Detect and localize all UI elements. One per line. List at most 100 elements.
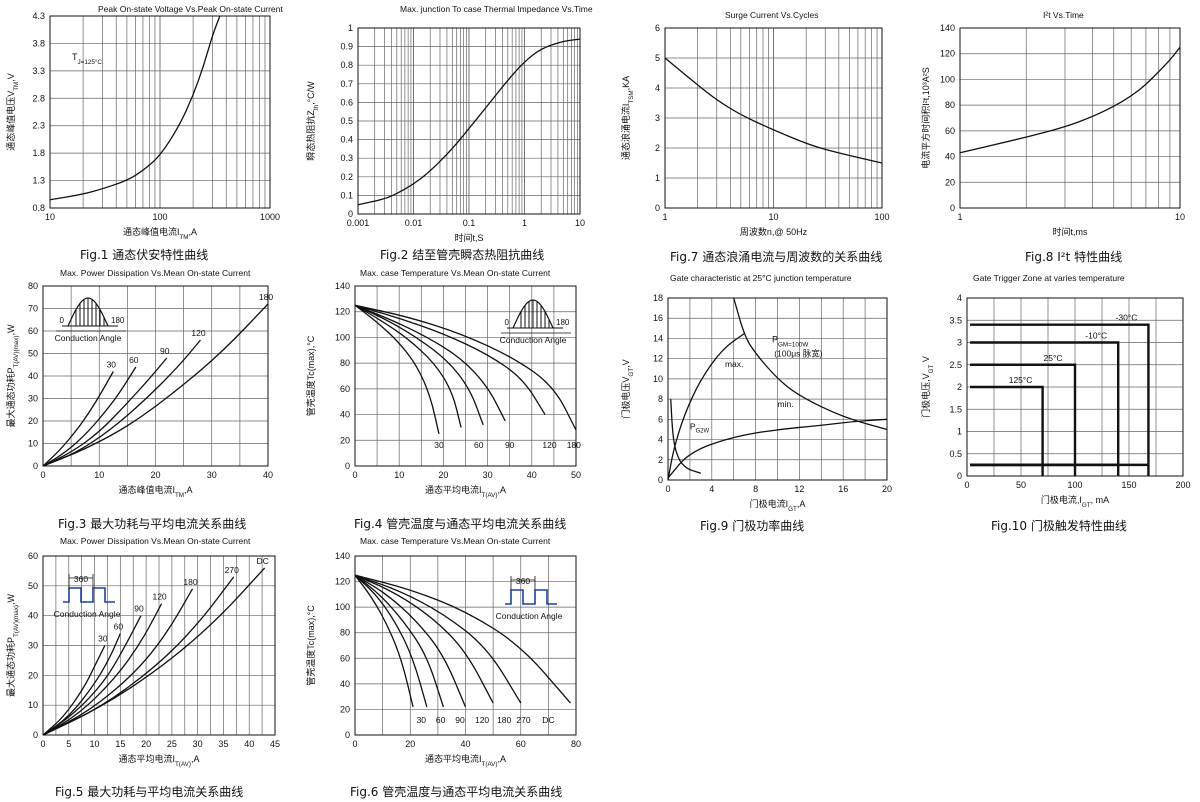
- y-tick-label: 140: [335, 281, 350, 291]
- x-tick-label: 150: [1121, 480, 1136, 490]
- chart-title: Max. junction To case Thermal Impedance …: [400, 4, 593, 14]
- grid: [49, 15, 271, 209]
- series-label: 90: [455, 715, 465, 725]
- x-tick-label: 20: [141, 739, 151, 749]
- x-axis-label: 通态平均电流IT(AV),A: [118, 753, 199, 768]
- series-line: [354, 574, 494, 704]
- series-line: [354, 574, 445, 708]
- y-tick-label: 20: [340, 704, 350, 714]
- conduction-angle-inset: 0 180 Conduction Angle: [500, 299, 571, 345]
- y-tick-label: 1.5: [949, 404, 962, 414]
- y-tick-label: 0: [33, 461, 38, 471]
- chart-panel-fig4: 0 10 20 30 40 50 0 20 40 60 80 100 120 140 Max. case T…: [300, 268, 600, 533]
- series-line: [42, 303, 269, 467]
- x-tick-label: 4: [709, 484, 714, 494]
- plot-frame: [354, 285, 577, 467]
- series-line: [667, 332, 746, 481]
- y-tick-label: 0: [957, 471, 962, 481]
- y-tick-label: 60: [340, 653, 350, 663]
- y-tick-label: 3.8: [32, 38, 45, 48]
- y-tick-label: 50: [28, 581, 38, 591]
- series-line: [354, 574, 522, 704]
- plot-frame: [667, 297, 888, 481]
- y-tick-label: 30: [28, 394, 38, 404]
- y-tick-label: 30: [28, 641, 38, 651]
- y-tick-label: 0.3: [340, 153, 353, 163]
- series-line: [354, 574, 467, 708]
- grid: [357, 27, 581, 215]
- chart-title: I²t Vs.Time: [1043, 10, 1084, 20]
- y-tick-label: 6: [658, 414, 663, 424]
- plot-frame: [357, 27, 581, 215]
- chart-fig9: 0 4 8 12 16 20 0 2 4 6 8 10 12 14 16 18 Gate characteris…: [620, 273, 892, 513]
- chart-title: Max. Power Dissipation Vs.Mean On-state …: [60, 536, 251, 546]
- inset-caption: Conduction Angle: [500, 335, 567, 345]
- chart-fig3: 0 10 20 30 40 0 10 20 30 40 50 60 70 80 Max. Power Dis…: [5, 268, 273, 499]
- y-tick-label: 120: [940, 49, 955, 59]
- series-label: 120: [475, 715, 489, 725]
- chart-panel-fig10: 0 50 100 150 200 0 0.5 1 1.5 2 2.5 3 3.5 4 Gate Trigge…: [915, 268, 1200, 533]
- inset-angle-label: 360: [74, 574, 88, 584]
- series-label: 180: [497, 715, 511, 725]
- annotation-pulse: (100μs 脉宽): [774, 349, 823, 359]
- y-tick-label: 16: [653, 313, 663, 323]
- series-line: [354, 304, 506, 422]
- y-tick-label: 2: [655, 143, 660, 153]
- figure-caption: Fig.6 管壳温度与通态平均电流关系曲线: [350, 785, 563, 799]
- y-tick-label: 100: [940, 74, 955, 84]
- figure-caption: Fig.4 管壳温度与通态平均电流关系曲线: [354, 517, 567, 531]
- y-tick-label: 0.1: [340, 190, 353, 200]
- series-line: [354, 574, 571, 704]
- x-axis-label: 通态峰值电流ITM,A: [118, 484, 192, 499]
- x-tick-label: 1: [957, 212, 962, 222]
- grid: [664, 27, 883, 209]
- x-tick-label: 15: [115, 739, 125, 749]
- y-tick-label: 0.7: [340, 79, 353, 89]
- y-tick-label: 40: [28, 611, 38, 621]
- x-tick-label: 0: [352, 470, 357, 480]
- x-tick-label: 50: [1016, 480, 1026, 490]
- x-axis-label: 通态平均电流IT(AV),A: [425, 484, 506, 499]
- y-tick-label: 4.3: [32, 11, 45, 21]
- plot-frame: [959, 27, 1181, 209]
- y-tick-label: 140: [335, 551, 350, 561]
- series-line: [42, 371, 114, 467]
- zone-label: -10°C: [1085, 331, 1107, 341]
- plot-frame: [42, 555, 276, 736]
- series-line: [354, 574, 428, 708]
- y-tick-label: 1: [655, 173, 660, 183]
- x-tick-label: 80: [571, 739, 581, 749]
- x-tick-label: 45: [270, 739, 280, 749]
- zone-label: -30°C: [1116, 313, 1138, 323]
- series-line: [49, 15, 221, 201]
- figure-caption: Fig.3 最大功耗与平均电流关系曲线: [58, 517, 247, 531]
- y-tick-label: 20: [945, 177, 955, 187]
- series-label: 120: [152, 592, 166, 602]
- series-label: 180: [259, 292, 273, 302]
- chart-fig1: 10 100 1000 0.8 1.3 1.8 2.3 2.8 3.3 3.8 4.3 Peak On…: [5, 4, 283, 241]
- figure-caption: Fig.7 通态浪涌电流与周波数的关系曲线: [670, 250, 883, 264]
- x-axis-label: 门极电流IGT,A: [750, 498, 806, 513]
- y-tick-label: 60: [340, 384, 350, 394]
- y-tick-label: 12: [653, 354, 663, 364]
- x-tick-label: 1000: [260, 212, 280, 222]
- series-label: 60: [129, 355, 139, 365]
- series-label: 60: [474, 440, 484, 450]
- y-tick-label: 60: [28, 551, 38, 561]
- y-tick-label: 10: [28, 700, 38, 710]
- y-tick-label: 0: [950, 203, 955, 213]
- y-tick-label: 0: [348, 209, 353, 219]
- series-label: 120: [542, 440, 556, 450]
- x-tick-label: 0.1: [463, 218, 476, 228]
- chart-panel-fig5: 0 5 10 15 20 25 30 35 40 45 0 10 20 30 40 50 60 Max. Powe…: [0, 535, 300, 802]
- y-tick-label: 5: [655, 53, 660, 63]
- x-tick-label: 10: [768, 212, 778, 222]
- y-tick-label: 2.3: [32, 121, 45, 131]
- y-tick-label: 40: [945, 152, 955, 162]
- x-tick-label: 20: [882, 484, 892, 494]
- plot-frame: [664, 27, 883, 209]
- y-axis-label: 管壳温度Tc(max),°C: [305, 335, 316, 416]
- x-tick-label: 12: [794, 484, 804, 494]
- x-tick-label: 0: [352, 739, 357, 749]
- y-tick-label: 50: [28, 349, 38, 359]
